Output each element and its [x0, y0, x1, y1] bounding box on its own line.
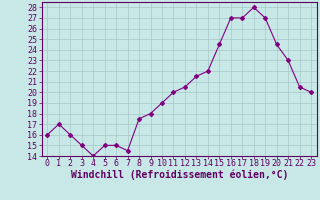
X-axis label: Windchill (Refroidissement éolien,°C): Windchill (Refroidissement éolien,°C): [70, 169, 288, 180]
